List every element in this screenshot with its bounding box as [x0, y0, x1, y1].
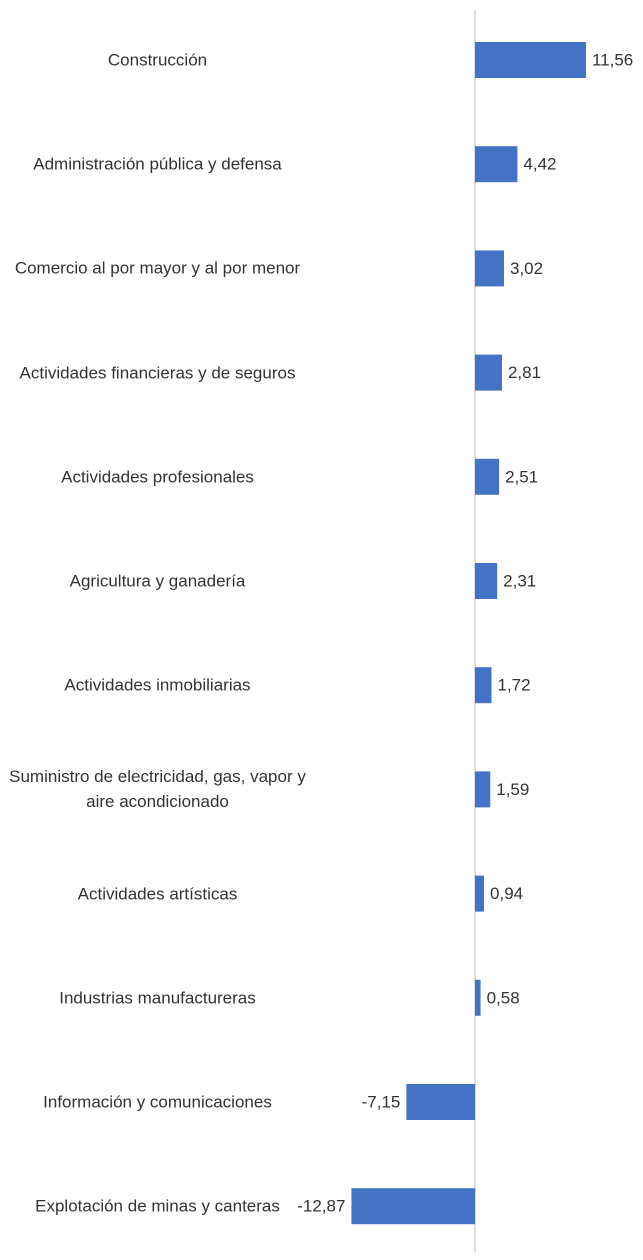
- value-label: 0,58: [487, 988, 520, 1007]
- bar: [406, 1084, 475, 1120]
- bar: [475, 771, 491, 808]
- category-label: Administración pública y defensa: [33, 154, 282, 174]
- value-label: 2,31: [503, 571, 536, 590]
- bar: [475, 979, 481, 1016]
- value-label: 4,42: [523, 155, 556, 174]
- value-label: 11,56: [592, 50, 633, 69]
- bar: [475, 563, 498, 599]
- category-label: Actividades financieras y de seguros: [19, 363, 296, 383]
- category-label: Actividades profesionales: [61, 467, 254, 487]
- category-label: Comercio al por mayor y al por menor: [14, 258, 301, 278]
- value-label: 1,72: [498, 676, 531, 695]
- bar: [475, 458, 500, 495]
- value-label: 0,94: [490, 884, 523, 903]
- category-label: Construcción: [107, 50, 208, 70]
- bar: [351, 1188, 475, 1225]
- bar: [475, 146, 518, 183]
- bar: [475, 875, 485, 912]
- category-label: Industrias manufactureras: [59, 988, 256, 1008]
- bar: [475, 354, 502, 391]
- bar: [475, 42, 586, 78]
- category-label: Actividades artísticas: [77, 884, 238, 904]
- value-label: -7,15: [362, 1092, 401, 1111]
- value-label: -12,87: [297, 1197, 345, 1216]
- category-label: Explotación de minas y canteras: [35, 1196, 280, 1216]
- value-label: 3,02: [510, 259, 543, 278]
- value-label: 2,81: [508, 363, 541, 382]
- bar: [475, 250, 504, 287]
- value-label: 2,51: [505, 467, 538, 486]
- bar: [475, 667, 492, 704]
- category-label: Información y comunicaciones: [43, 1092, 272, 1112]
- value-label: 1,59: [496, 780, 529, 799]
- category-label: Agricultura y ganadería: [69, 571, 246, 591]
- category-label: Actividades inmobiliarias: [64, 675, 251, 695]
- category-label: Suministro de electricidad, gas, vapor y…: [9, 767, 306, 812]
